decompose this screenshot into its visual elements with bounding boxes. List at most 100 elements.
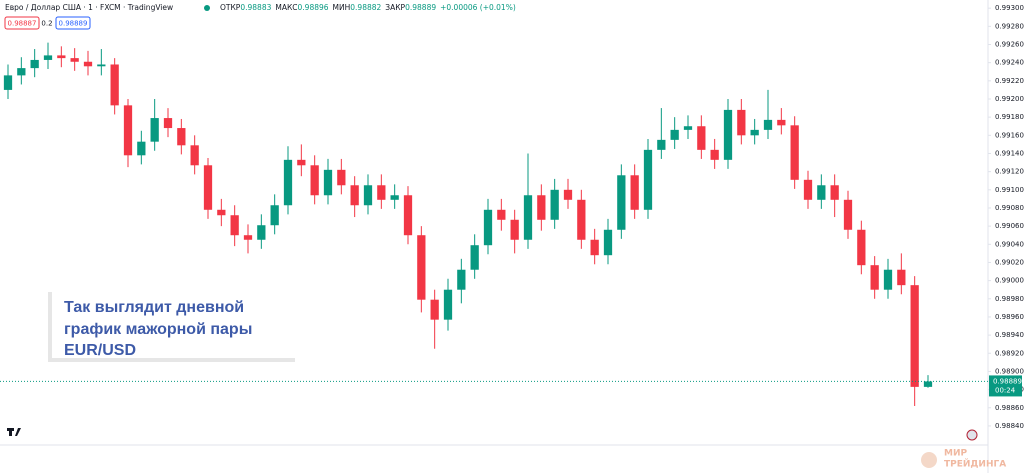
candle-body [17,68,26,76]
candle-body [297,159,306,166]
candle-body [910,285,919,387]
candle-body [337,169,346,186]
y-tick-label: 0.99160 [995,131,1024,139]
y-tick-label: 0.99180 [995,113,1024,121]
candle-body [670,129,679,140]
y-tick-label: 0.98860 [995,404,1024,412]
candle-body [43,55,53,60]
y-tick-label: 0.98920 [995,349,1024,357]
candle-body [563,189,573,200]
candle-body [3,75,13,90]
chart-title: Евро / Доллар США · 1 · FXCM · TradingVi… [5,3,173,12]
candle-body [203,165,213,210]
candle-body [603,229,613,256]
candle-body [723,109,733,160]
candle-body [617,175,626,230]
candle-body [350,185,359,206]
ask-box[interactable] [55,16,91,30]
candle-body [83,61,93,67]
ohlc-change: +0.00006 (+0.01%) [440,3,516,12]
candle-body [110,64,119,106]
candle-body [403,195,413,236]
candle-body [30,59,39,69]
candle-body [830,185,839,200]
candle-body [177,128,186,146]
y-tick-label: 0.98960 [995,313,1024,321]
candle-body [150,118,159,142]
candle-body [470,245,479,270]
y-tick-label: 0.99220 [995,77,1024,85]
plot [0,42,988,406]
candle-body [550,189,559,220]
ohlc-value: 0.98883 [240,3,271,12]
candle-body [390,195,399,200]
bid-price: 0.98887 [8,20,37,28]
candle-body [510,219,519,240]
y-tick-label: 0.98940 [995,331,1024,339]
candle-body [257,225,266,240]
y-tick-label: 0.99200 [995,95,1024,103]
ohlc-legend: ОТКР 0.98883 МАКС 0.98896 МИН 0.98882 ЗАКР 0.98… [220,3,516,12]
tv-logo [7,428,21,436]
candle-body [790,125,799,180]
flag-icon[interactable] [966,429,978,441]
price-label: 0.98889 [993,377,1022,385]
candle-body [923,381,933,387]
ohlc-label: МАКС [275,3,297,12]
candle-body [683,126,693,130]
candle-body [630,175,639,210]
annotation: Так выглядит дневной график мажорной пар… [48,292,295,362]
candle-body [857,229,866,266]
candle-body [763,119,773,130]
spread: 0.2 [41,20,52,28]
candle-body [457,269,466,290]
y-tick-label: 0.99240 [995,59,1024,67]
y-tick-label: 0.99300 [995,4,1024,12]
ohlc-label: ОТКР [220,3,241,12]
candle-body [323,169,333,196]
candle-body [643,149,653,210]
y-tick-label: 0.98900 [995,367,1024,375]
status-dot [204,5,210,11]
watermark-text: МИР [944,449,967,459]
annotation-bar [48,292,52,360]
candle-body [417,235,426,300]
candle-body [817,185,826,200]
candle-body [523,195,533,240]
candle-body [230,215,239,236]
candle-body [843,199,853,230]
candle-body [777,119,786,126]
y-tick-label: 0.99040 [995,240,1024,248]
countdown: 00:24 [995,386,1016,394]
y-tick-label: 0.99060 [995,222,1024,230]
y-tick-label: 0.99100 [995,186,1024,194]
annotation-line: график мажорной пары [64,321,252,338]
candle-body [483,209,493,246]
candle-body [163,118,173,129]
candle-body [577,199,586,240]
annotation-underline [48,358,295,362]
candle-body [97,64,106,67]
candle-body [803,179,813,200]
ask-price: 0.98889 [59,20,88,28]
y-tick-label: 0.99020 [995,258,1024,266]
candle-body [737,109,746,136]
candle-body [363,185,373,206]
candle-body [70,58,79,62]
candle-body [190,145,199,166]
candle-body [283,159,293,206]
y-tick-label: 0.99280 [995,22,1024,30]
ohlc-label: МИН [333,3,351,12]
bid-box[interactable] [4,16,40,30]
y-tick-label: 0.99080 [995,204,1024,212]
candle-body [443,289,453,320]
candle-body [270,205,279,226]
annotation-line: EUR/USD [64,342,136,359]
ohlc-value: 0.98889 [405,3,436,12]
candle-body [750,129,759,136]
price-label-box [989,375,1022,397]
candle-body [310,165,319,196]
candle-body [870,265,879,290]
y-tick-label: 0.98980 [995,295,1024,303]
y-tick-label: 0.99120 [995,168,1024,176]
